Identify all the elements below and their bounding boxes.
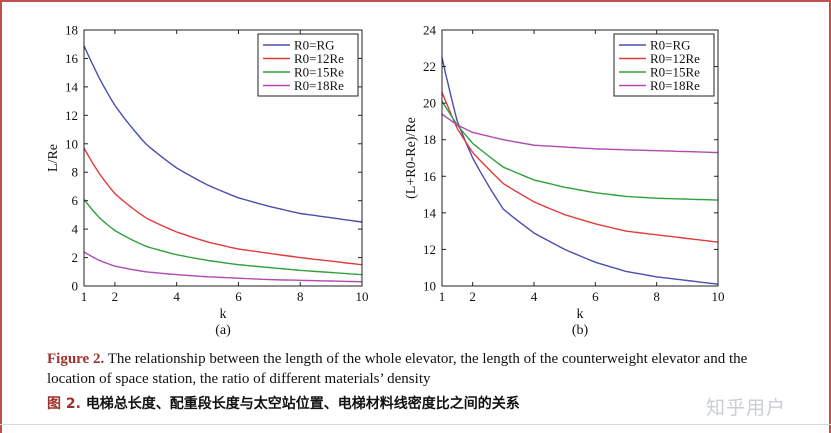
panel-a-xtick-label: 6 (235, 289, 242, 304)
frame-right-border (829, 0, 831, 433)
caption-chinese: 图 2. 电梯总长度、配重段长度与太空站位置、电梯材料线密度比之间的关系 (47, 393, 520, 413)
panel-a-ylabel: L/Re (46, 144, 61, 172)
figure-charts: 1 2 4 6 8 10024681012141618kL/Re(a)R0=RGR0=12… (46, 23, 725, 339)
frame-left-border (0, 0, 2, 433)
panel-b-xtick-label: 8 (653, 289, 660, 304)
panel-a-series-line-1 (83, 147, 363, 266)
panel-b-xtick-label: 1 (439, 289, 446, 304)
panel-b-series-line-3 (441, 113, 719, 154)
panel-b-ytick-label: 22 (423, 59, 436, 74)
panel-b-legend-label-2: R0=15Re (650, 65, 700, 80)
panel-a-axes-box (83, 29, 363, 287)
panel-a-xtick-label: 4 (173, 289, 180, 304)
panel-a-xtick-label: 10 (356, 289, 369, 304)
panel-a-series-line-2 (83, 198, 363, 276)
panel-a-legend-label-0: R0=RG (294, 38, 335, 53)
panel-b-xtick-label: 4 (531, 289, 538, 304)
panel-b-series-line-0 (441, 57, 719, 285)
panel-a-legend-label-2: R0=15Re (294, 65, 344, 80)
panel-a-ytick-label: 18 (65, 23, 78, 38)
panel-a-ytick-label: 0 (72, 279, 79, 294)
panel-a-ytick-label: 2 (72, 250, 79, 265)
panel-a-ytick-label: 14 (65, 79, 79, 94)
panel-a-ytick-label: 16 (65, 51, 79, 66)
panel-b-ytick-label: 18 (423, 132, 436, 147)
panel-a-xtick-label: 1 (81, 289, 88, 304)
caption-cn-figure-label: 图 2. (47, 396, 81, 412)
bottom-separator (0, 424, 831, 425)
panel-b-legend-label-0: R0=RG (650, 38, 691, 53)
panel-a-series-line-0 (83, 45, 363, 223)
panel-a-series-line-3 (83, 251, 362, 283)
caption-english: Figure 2. The relationship between the l… (47, 349, 767, 389)
frame-top-border (0, 0, 831, 2)
panel-b-legend-label-3: R0=18Re (650, 78, 700, 93)
watermark: 知乎用户 (706, 397, 787, 419)
panel-a-legend-label-1: R0=12Re (294, 51, 344, 66)
panel-b-ytick-label: 14 (423, 205, 437, 220)
panel-b-ytick-label: 20 (423, 96, 436, 111)
panel-a-xtick-label: 8 (297, 289, 304, 304)
panel-a-ytick-label: 8 (72, 165, 79, 180)
panel-a-ytick-label: 4 (72, 222, 79, 237)
panel-a-xtick-label: 2 (112, 289, 119, 304)
panel-b-legend-label-1: R0=12Re (650, 51, 700, 66)
panel-b-series-line-1 (441, 91, 719, 243)
panel-b-xtick-label: 2 (469, 289, 476, 304)
panel-a-ytick-label: 6 (72, 193, 79, 208)
panel-a-ytick-label: 12 (65, 108, 78, 123)
panel-b-panel-label: (b) (572, 323, 589, 338)
panel-a-ytick-label: 10 (65, 136, 78, 151)
panel-b-axes-box (441, 29, 719, 287)
panel-b-xlabel: k (577, 307, 584, 322)
caption-text: The relationship between the length of t… (47, 351, 748, 387)
panel-a-xlabel: k (220, 307, 227, 322)
panel-b-ytick-label: 24 (423, 23, 437, 38)
panel-a-panel-label: (a) (215, 323, 231, 338)
caption-cn-text: 电梯总长度、配重段长度与太空站位置、电梯材料线密度比之间的关系 (85, 396, 520, 412)
panel-b-ytick-label: 12 (423, 242, 436, 257)
panel-b-xtick-label: 6 (592, 289, 599, 304)
panel-b-ytick-label: 16 (423, 169, 437, 184)
panel-b-series-line-2 (441, 100, 719, 201)
panel-b-ylabel: (L+R0-Re)/Re (404, 117, 419, 199)
caption-figure-label: Figure 2. (47, 351, 105, 367)
panel-b-xtick-label: 10 (712, 289, 725, 304)
panel-a-legend-label-3: R0=18Re (294, 78, 344, 93)
panel-b-ytick-label: 10 (423, 279, 436, 294)
